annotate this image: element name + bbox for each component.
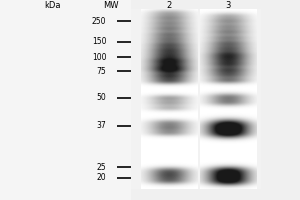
Text: 250: 250 — [92, 17, 106, 25]
Bar — [130, 9, 261, 189]
Text: 50: 50 — [97, 94, 106, 102]
Text: 150: 150 — [92, 38, 106, 46]
Text: 2: 2 — [167, 1, 172, 10]
Text: 37: 37 — [97, 121, 106, 130]
Text: kDa: kDa — [44, 1, 61, 10]
Bar — [141, 9, 198, 189]
Bar — [261, 0, 300, 200]
Text: 25: 25 — [97, 162, 106, 171]
Text: 3: 3 — [225, 1, 231, 10]
Text: 20: 20 — [97, 173, 106, 182]
Bar — [0, 0, 130, 200]
Text: 75: 75 — [97, 66, 106, 75]
Text: MW: MW — [103, 1, 119, 10]
Bar — [200, 9, 256, 189]
Text: 100: 100 — [92, 52, 106, 62]
